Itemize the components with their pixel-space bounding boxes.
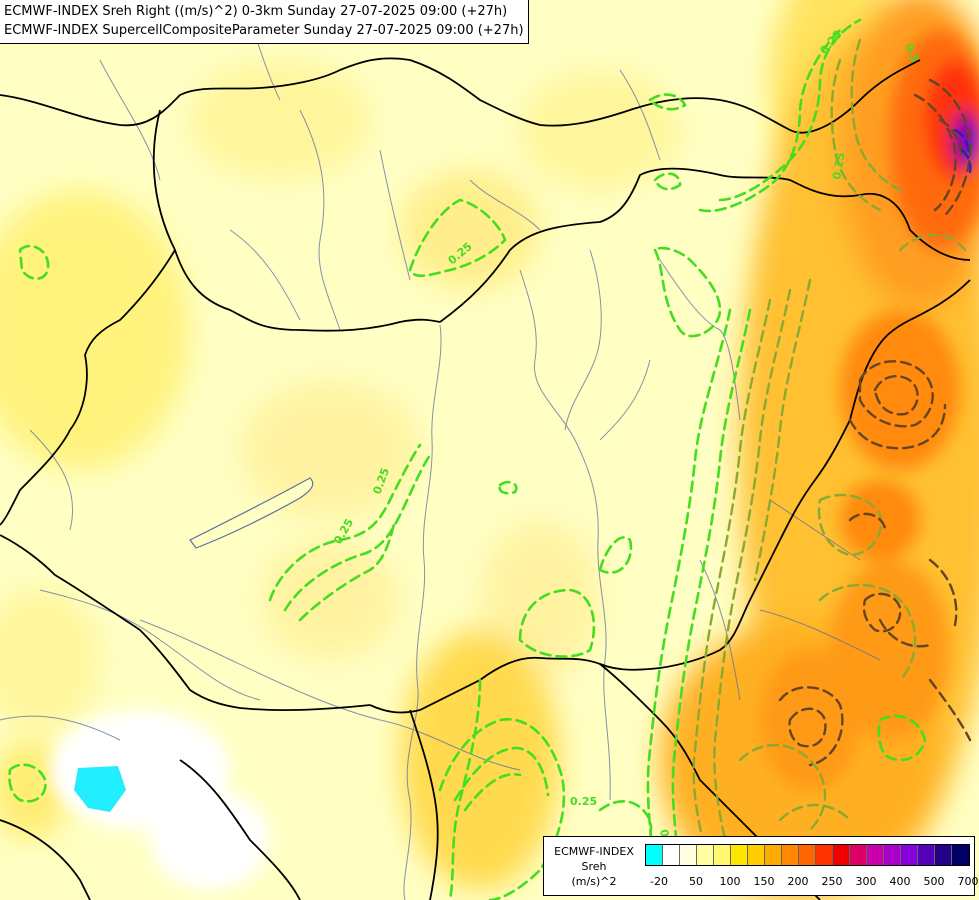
legend-swatches <box>645 844 970 866</box>
legend-swatch <box>867 845 884 865</box>
legend-swatch <box>731 845 748 865</box>
legend-swatch <box>884 845 901 865</box>
legend-swatch <box>714 845 731 865</box>
country-borders <box>0 57 971 900</box>
legend-swatch <box>782 845 799 865</box>
legend-swatch <box>697 845 714 865</box>
legend-swatch <box>901 845 918 865</box>
legend-tick-label: 500 <box>923 875 945 888</box>
legend-tick-label: 300 <box>855 875 877 888</box>
legend-parameter: Sreh <box>581 860 607 873</box>
legend-swatch <box>799 845 816 865</box>
legend-swatch <box>646 845 663 865</box>
legend-swatch <box>833 845 850 865</box>
legend-tick-label: 50 <box>689 875 703 888</box>
legend-tick-label: 400 <box>889 875 911 888</box>
contour-label: 0.25 <box>830 152 848 181</box>
legend-swatch <box>765 845 782 865</box>
legend-tick-label: 150 <box>753 875 775 888</box>
legend-unit: (m/s)^2 <box>571 875 617 888</box>
legend-tick-label: 100 <box>719 875 741 888</box>
title-line-scp: ECMWF-INDEX SupercellCompositeParameter … <box>4 23 524 38</box>
lake <box>189 477 314 549</box>
legend-title: ECMWF-INDEX Sreh (m/s)^2 <box>546 844 642 889</box>
legend-source: ECMWF-INDEX <box>554 845 634 858</box>
title-line-sreh: ECMWF-INDEX Sreh Right ((m/s)^2) 0-3km S… <box>4 4 508 19</box>
legend-swatch <box>748 845 765 865</box>
legend-tick-label: 250 <box>821 875 843 888</box>
legend-swatch <box>935 845 952 865</box>
color-legend: ECMWF-INDEX Sreh (m/s)^2 -20 50 100 150 200 2… <box>543 836 979 896</box>
contour-label: 0.25 <box>570 795 597 808</box>
legend-swatch <box>850 845 867 865</box>
legend-tick-label: 200 <box>787 875 809 888</box>
legend-tick-label: -20 <box>650 875 668 888</box>
legend-swatch <box>663 845 680 865</box>
legend-swatch <box>680 845 697 865</box>
legend-swatch <box>918 845 935 865</box>
legend-swatch <box>816 845 833 865</box>
legend-swatch <box>952 845 969 865</box>
rivers <box>0 19 881 900</box>
contour-label: 0.5 <box>902 42 921 65</box>
map-title: ECMWF-INDEX Sreh Right ((m/s)^2) 0-3km S… <box>0 0 529 44</box>
legend-tick-label: 700 <box>957 875 979 888</box>
